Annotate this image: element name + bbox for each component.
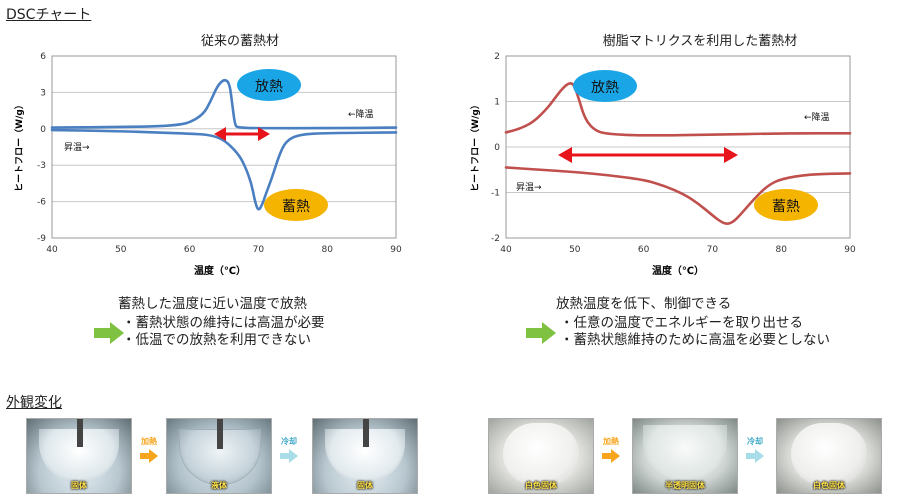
right-heat-label: 加熱 — [603, 437, 619, 446]
right-photo-1-caption: 白色固体 — [525, 481, 557, 490]
orange-arrow-icon-2 — [602, 449, 620, 463]
x-tick-label: 40 — [500, 245, 512, 255]
right-chart-title: 樹脂マトリクスを利用した蓄熱材 — [602, 34, 798, 49]
left-heating-label: 昇温→ — [64, 142, 90, 153]
y-tick-label: 2 — [494, 52, 500, 62]
left-photo-solid-2: 固体 — [312, 418, 418, 494]
cyan-arrow-icon-2 — [746, 449, 764, 463]
dsc-chart-heading: DSCチャート — [6, 7, 92, 23]
left-release-bubble: 放熱 — [237, 69, 301, 101]
right-green-arrow-icon — [526, 322, 556, 344]
y-tick-label: -9 — [37, 234, 46, 244]
left-heat-label: 加熱 — [141, 437, 157, 446]
x-tick-label: 80 — [321, 245, 333, 255]
right-heating-label: 昇温→ — [516, 182, 542, 193]
y-tick-label: -1 — [491, 189, 500, 199]
right-y-axis-label: ヒートフロー（W/g） — [470, 100, 481, 192]
y-tick-label: 1 — [494, 98, 500, 108]
left-chart-title: 従来の蓄熱材 — [200, 34, 279, 49]
y-tick-label: -6 — [37, 198, 46, 208]
y-tick-label: 3 — [40, 88, 46, 98]
right-photo-white-solid-2: 白色固体 — [776, 418, 882, 494]
plot-frame — [505, 55, 851, 239]
right-description-bullet-1: ・任意の温度でエネルギーを取り出せる — [560, 315, 803, 331]
plot-frame — [51, 55, 397, 239]
y-tick-label: 6 — [40, 52, 46, 62]
right-release-bubble: 放熱 — [573, 70, 637, 102]
left-photo-liquid: 液体 — [166, 418, 272, 494]
left-x-axis-label: 温度（℃） — [194, 264, 246, 277]
right-photo-white-solid: 白色固体 — [488, 418, 594, 494]
right-chart: 2 1 0 -1 -240 50 60 70 80 90 ヒートフロー（W/g） 温度（℃） 放熱… — [470, 52, 856, 277]
left-heat-step: 加熱 — [132, 436, 166, 463]
left-description-main: 蓄熱した温度に近い温度で放熱 — [118, 296, 307, 312]
right-cooling-label: ←降温 — [804, 111, 830, 123]
x-tick-label: 60 — [638, 245, 650, 255]
right-description-main: 放熱温度を低下、制御できる — [556, 296, 732, 312]
left-description-bullet-2: ・低温での放熱を利用できない — [122, 332, 311, 348]
series-line-1 — [50, 78, 398, 130]
right-temperature-range-arrow — [558, 147, 738, 163]
x-tick-label: 50 — [569, 245, 581, 255]
left-photo-2-caption: 液体 — [211, 481, 227, 490]
series-line-1 — [504, 82, 852, 137]
right-photo-3-caption: 白色固体 — [813, 481, 845, 490]
y-tick-label: -3 — [37, 161, 46, 171]
left-description-bullet-1: ・蓄熱状態の維持には高温が必要 — [122, 315, 325, 331]
left-cooling-label: ←降温 — [348, 108, 374, 120]
left-green-arrow-icon — [94, 322, 124, 344]
y-tick-label: 0 — [40, 125, 46, 135]
right-photo-translucent-solid: 半透明固体 — [632, 418, 738, 494]
series-line-2 — [50, 128, 398, 211]
left-description: 蓄熱した温度に近い温度で放熱 ・蓄熱状態の維持には高温が必要 ・低温での放熱を利… — [118, 296, 418, 349]
right-heat-step: 加熱 — [594, 436, 628, 463]
x-tick-label: 50 — [115, 245, 127, 255]
x-tick-label: 70 — [707, 245, 719, 255]
x-tick-label: 60 — [184, 245, 196, 255]
y-tick-label: 0 — [494, 143, 500, 153]
left-release-label: 放熱 — [255, 79, 283, 95]
right-cool-label: 冷却 — [747, 437, 763, 446]
orange-arrow-icon — [140, 449, 158, 463]
right-cool-step: 冷却 — [738, 436, 772, 463]
left-y-axis-label: ヒートフロー（W/g） — [14, 100, 25, 192]
left-photo-3-caption: 固体 — [357, 481, 373, 490]
left-cool-label: 冷却 — [281, 437, 297, 446]
right-photo-2-caption: 半透明固体 — [665, 481, 705, 490]
left-photo-solid: 固体 — [26, 418, 132, 494]
cyan-arrow-icon — [280, 449, 298, 463]
left-temperature-gap-arrow — [214, 127, 270, 141]
left-photo-1-caption: 固体 — [71, 481, 87, 490]
y-tick-label: -2 — [491, 234, 500, 244]
x-tick-label: 70 — [253, 245, 265, 255]
series-line-2 — [504, 166, 852, 225]
x-tick-label: 80 — [775, 245, 787, 255]
x-tick-label: 90 — [844, 245, 856, 255]
right-storage-bubble: 蓄熱 — [754, 189, 818, 221]
x-tick-label: 90 — [390, 245, 402, 255]
right-release-label: 放熱 — [591, 80, 619, 96]
left-storage-label: 蓄熱 — [282, 199, 310, 215]
right-storage-label: 蓄熱 — [772, 199, 800, 215]
appearance-heading: 外観変化 — [6, 395, 62, 411]
right-x-axis-label: 温度（℃） — [652, 264, 704, 277]
left-chart: 630-3-6-940 50 60 70 80 90 ヒートフロー（W/g） 温度（℃） … — [14, 52, 402, 277]
left-cool-step: 冷却 — [272, 436, 306, 463]
left-storage-bubble: 蓄熱 — [264, 189, 328, 221]
right-description-bullet-2: ・蓄熱状態維持のために高温を必要としない — [560, 332, 830, 348]
x-tick-label: 40 — [46, 245, 58, 255]
right-description: 放熱温度を低下、制御できる ・任意の温度でエネルギーを取り出せる ・蓄熱状態維持… — [556, 296, 886, 349]
